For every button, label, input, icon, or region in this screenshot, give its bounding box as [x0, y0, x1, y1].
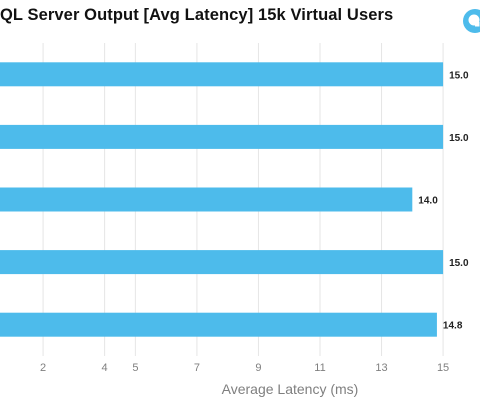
x-tick-label: 13 [375, 362, 387, 374]
x-tick-label: 2 [40, 362, 46, 374]
x-tick-label: 15 [437, 362, 449, 374]
brand-logo-icon[interactable] [462, 8, 480, 34]
data-label: 15.0 [449, 133, 469, 144]
bar[interactable] [0, 187, 413, 212]
bar[interactable] [0, 312, 437, 337]
x-axis-ticks: 2 4 5 7 9 11 13 15 [40, 362, 449, 374]
x-tick-label: 7 [194, 362, 200, 374]
data-label: 15.0 [449, 258, 469, 269]
bar[interactable] [0, 124, 444, 149]
data-label: 15.0 [449, 70, 469, 81]
bar[interactable] [0, 62, 444, 87]
x-tick-label: 11 [314, 362, 325, 374]
data-labels: 15.0 15.0 14.0 15.0 14.8 [418, 70, 469, 331]
x-tick-label: 5 [132, 362, 138, 374]
x-tick-label: 4 [102, 362, 108, 374]
bars [0, 62, 444, 337]
data-label: 14.8 [443, 321, 463, 332]
data-label: 14.0 [418, 196, 438, 207]
chart-title: QL Server Output [Avg Latency] 15k Virtu… [0, 6, 394, 24]
bar[interactable] [0, 250, 444, 275]
x-axis-title: Average Latency (ms) [222, 381, 359, 397]
x-tick-label: 9 [255, 362, 261, 374]
